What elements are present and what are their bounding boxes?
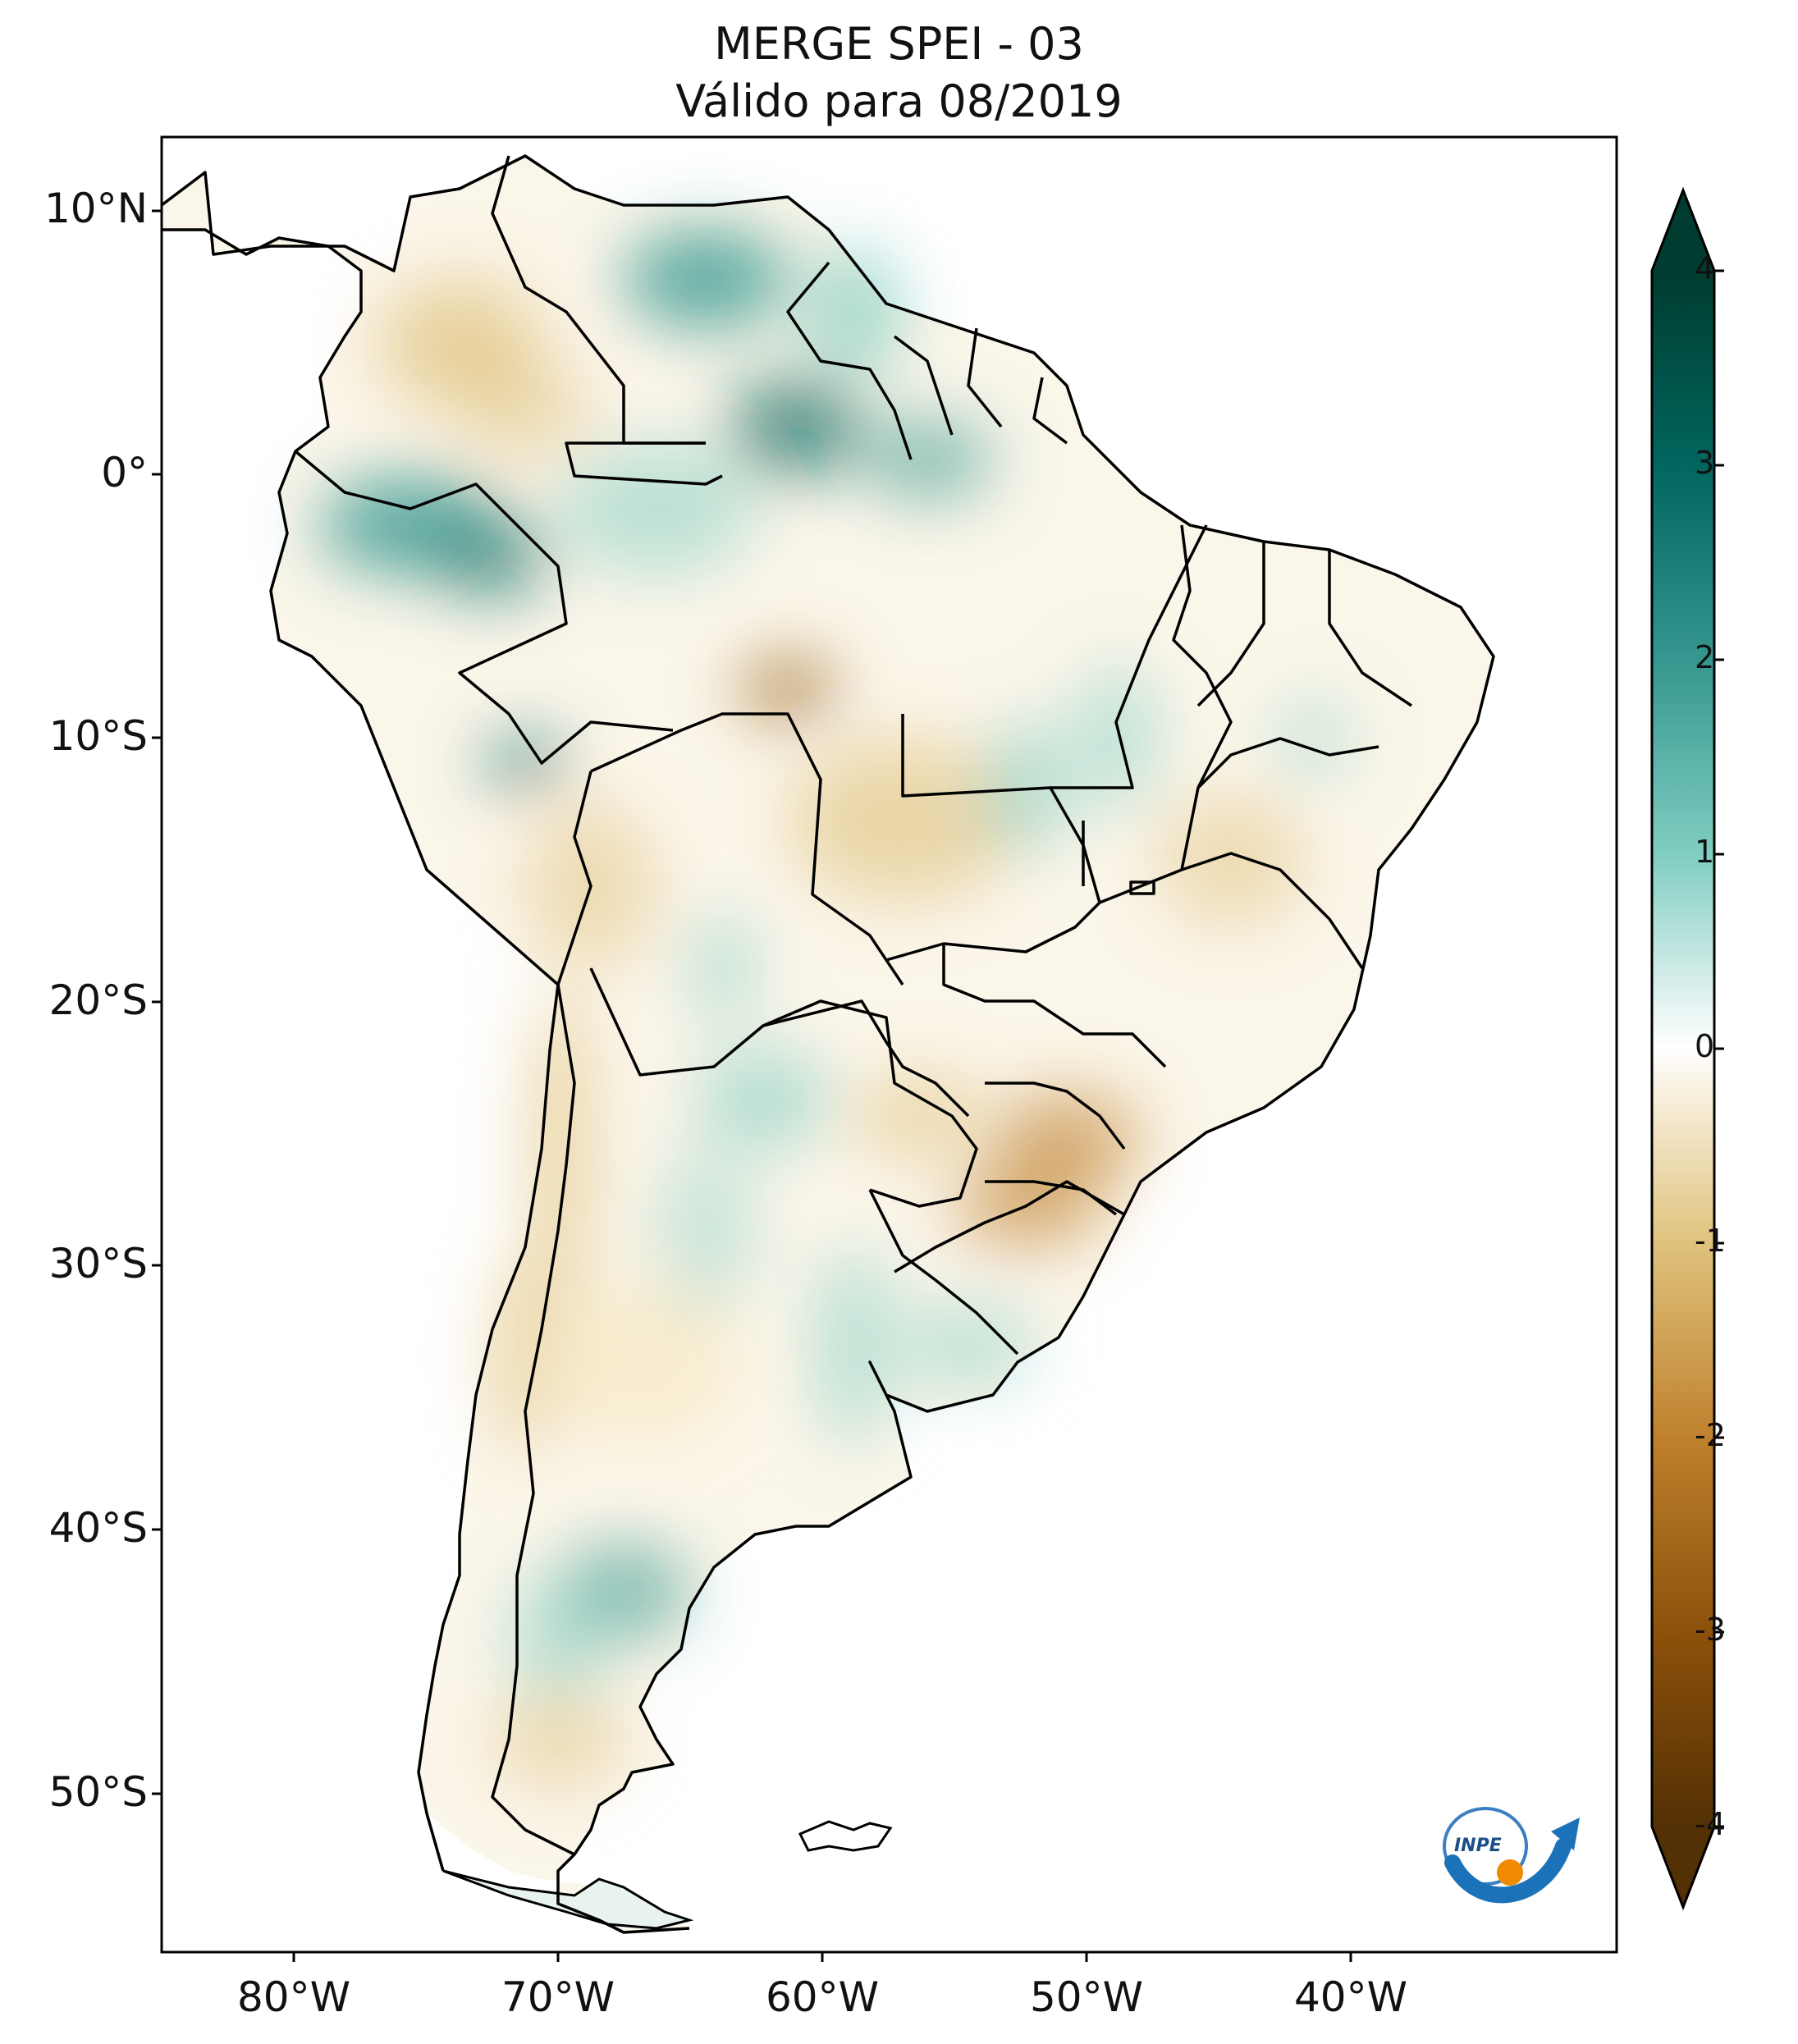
colorbar-label-neg2: -2	[1695, 1417, 1726, 1453]
tierra-del-fuego	[442, 1869, 694, 1930]
colorbar-label-2: 2	[1695, 639, 1715, 675]
lat-label-40s: 40°S	[48, 1504, 148, 1552]
lon-label-80w: 80°W	[236, 1973, 351, 2021]
falkland-islands	[798, 1820, 893, 1852]
lat-label-50s: 50°S	[48, 1768, 148, 1816]
inpe-logo-text: INPE	[1454, 1836, 1502, 1856]
colorbar-label-neg1: -1	[1695, 1223, 1726, 1259]
chart-title: MERGE SPEI - 03	[714, 18, 1084, 70]
colorbar	[1650, 186, 1724, 1911]
colorbar-label-3: 3	[1695, 445, 1715, 481]
lon-label-40w: 40°W	[1293, 1973, 1408, 2021]
colorbar-label-neg3: -3	[1695, 1612, 1726, 1648]
inpe-logo	[1443, 1807, 1580, 1904]
lon-label-70w: 70°W	[501, 1973, 615, 2021]
lat-label-30s: 30°S	[48, 1240, 148, 1287]
spei-field	[320, 230, 1354, 1789]
colorbar-label-neg4: -4	[1695, 1806, 1726, 1842]
lat-label-10n: 10°N	[43, 185, 148, 232]
lat-label-0: 0°	[101, 449, 148, 496]
colorbar-label-0: 0	[1695, 1028, 1715, 1064]
lon-label-50w: 50°W	[1029, 1973, 1144, 2021]
axis-ticks	[152, 209, 1352, 1962]
colorbar-label-1: 1	[1695, 834, 1715, 870]
map-frame	[160, 135, 1618, 1954]
country-boundaries	[162, 154, 1495, 1934]
lon-label-60w: 60°W	[765, 1973, 880, 2021]
colorbar-label-4: 4	[1695, 250, 1715, 286]
lat-label-20s: 20°S	[48, 976, 148, 1024]
chart-subtitle: Válido para 08/2019	[675, 75, 1123, 127]
south-america-landmass	[162, 156, 1494, 1932]
lat-label-10s: 10°S	[48, 712, 148, 760]
